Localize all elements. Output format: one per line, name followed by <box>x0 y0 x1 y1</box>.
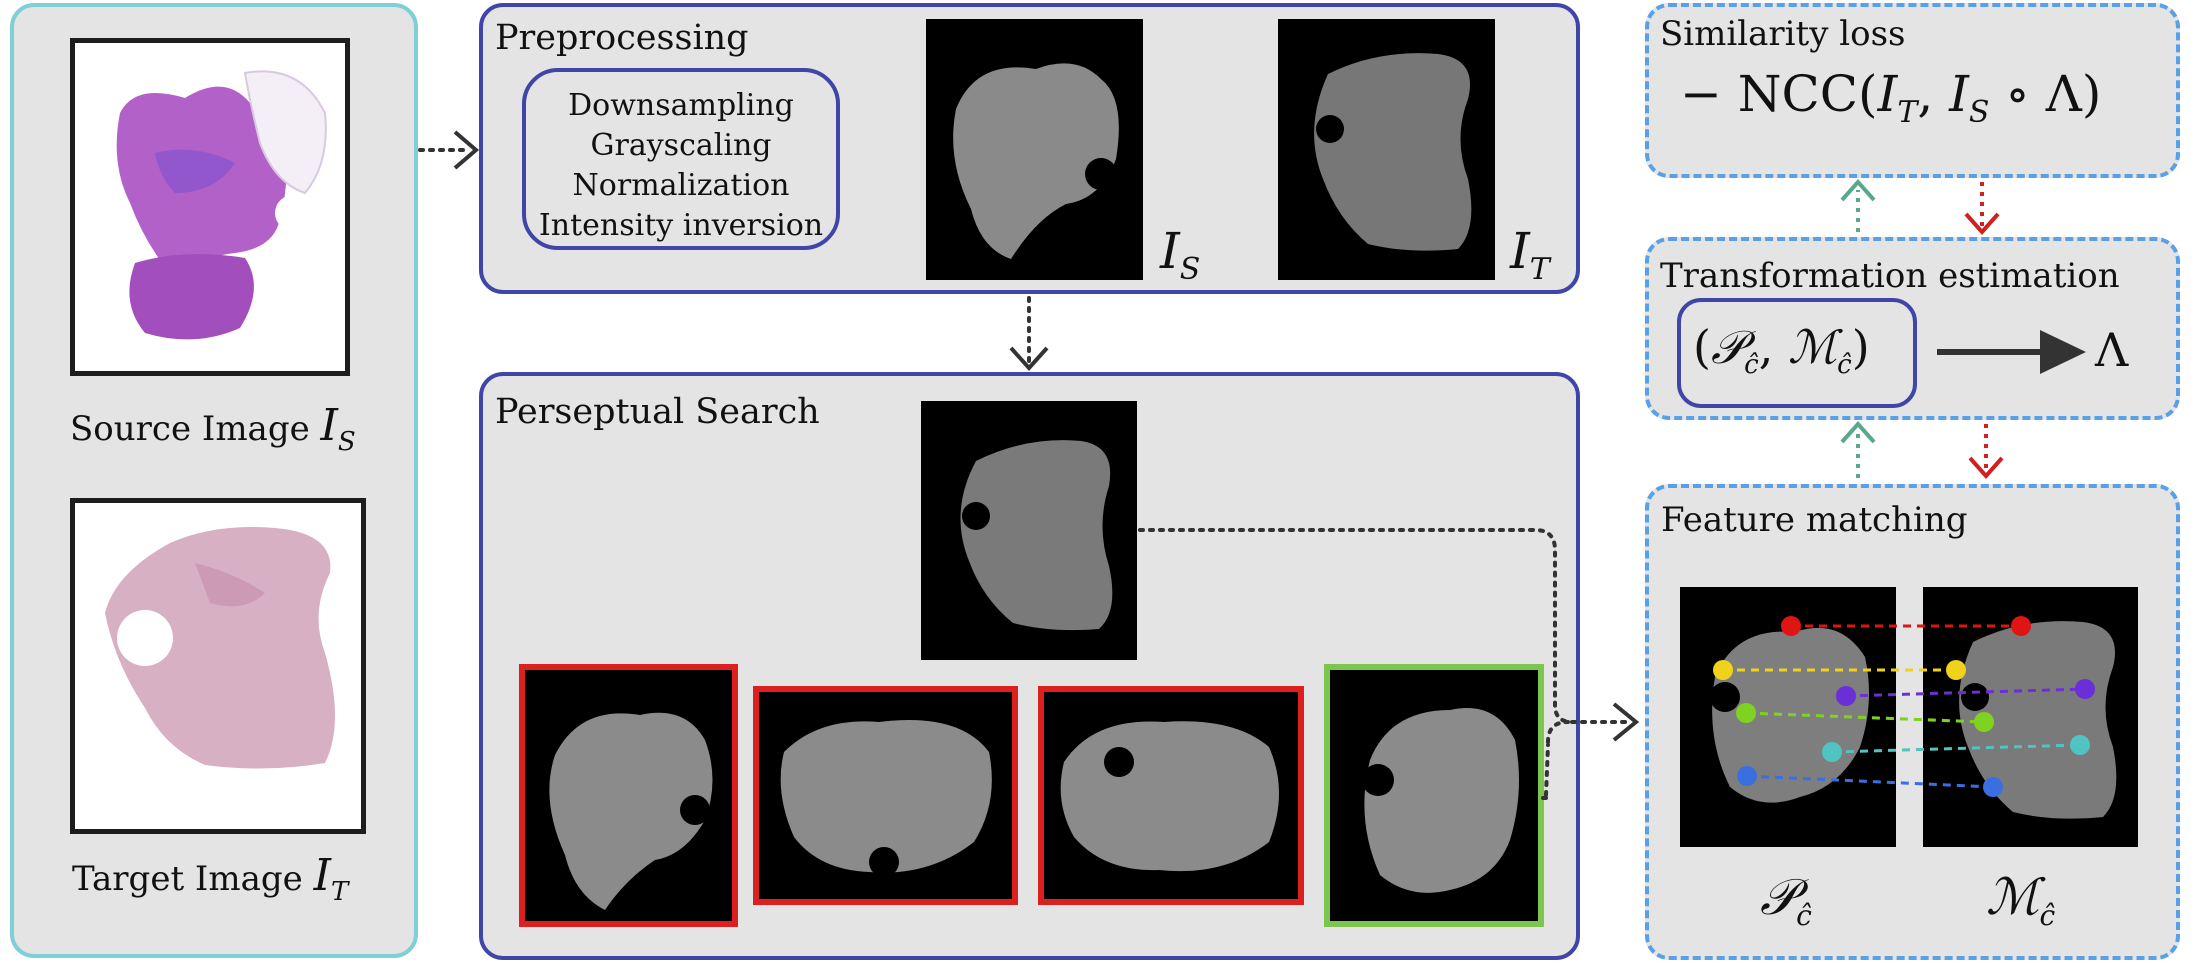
feature-matching-title: Feature matching <box>1661 500 1968 540</box>
keypoint-right-cyan <box>2070 735 2090 755</box>
source-symbol: IS <box>320 400 356 457</box>
keypoint-left-red <box>1781 616 1801 636</box>
step-intensity-inversion: Intensity inversion <box>538 208 824 243</box>
source-image-caption: Source Image IS <box>70 400 356 457</box>
keypoint-left-yellow <box>1713 660 1733 680</box>
transformation-estimation-title: Transformation estimation <box>1660 256 2120 296</box>
candidate-rotation-3 <box>1038 686 1304 905</box>
similarity-loss-panel <box>1645 3 2180 178</box>
arrow-pair-to-lambda <box>1937 330 2086 374</box>
search-target-image <box>921 401 1137 660</box>
keypoint-right-blue <box>1983 777 2003 797</box>
arrow-down-similarity-to-transform <box>1964 182 2000 236</box>
candidate-1-tissue <box>549 712 713 910</box>
gray-tissue-target-search <box>960 440 1113 631</box>
matched-pair-formula: (𝒫ĉ, ℳĉ) <box>1693 320 1870 381</box>
arrow-preprocessing-to-search <box>1009 296 1049 371</box>
label-p-hat-c: 𝒫ĉ <box>1760 868 1812 932</box>
connector-target-to-matching <box>1138 528 1640 797</box>
arrow-input-to-preprocessing <box>418 130 480 170</box>
candidate-2-tissue <box>780 720 992 877</box>
keypoint-right-red <box>2011 616 2031 636</box>
step-downsampling: Downsampling <box>568 88 794 123</box>
source-image-thumbnail <box>70 38 350 376</box>
gray-tissue-source <box>953 63 1119 259</box>
connector-best-candidate-to-matching <box>1538 796 1548 800</box>
similarity-loss-formula: − NCC(IT, IS ∘ Λ) <box>1680 65 2102 130</box>
keypoint-matches <box>1713 616 2095 797</box>
step-normalization: Normalization <box>572 168 790 203</box>
target-image-thumbnail <box>70 498 366 834</box>
keypoint-left-purple <box>1836 686 1856 706</box>
transform-output-lambda: Λ <box>2095 323 2129 377</box>
keypoint-left-blue <box>1737 766 1757 786</box>
preprocessing-title: Preprocessing <box>495 18 749 58</box>
label-it: IT <box>1510 222 1550 287</box>
keypoint-right-green <box>1974 712 1994 732</box>
preprocessed-source-image <box>926 19 1143 280</box>
perceptual-search-title: Perseptual Search <box>495 392 820 432</box>
target-image-caption: Target Image IT <box>72 850 349 907</box>
arrow-up-matching-to-transform <box>1840 420 1876 478</box>
matching-image-right <box>1923 587 2138 847</box>
label-is: IS <box>1160 222 1201 287</box>
keypoint-right-yellow <box>1946 660 1966 680</box>
keypoint-left-cyan <box>1822 742 1842 762</box>
best-match-candidate <box>1324 664 1544 927</box>
candidate-rotation-1 <box>519 664 738 927</box>
matched-pair-box: (𝒫ĉ, ℳĉ) <box>1677 298 1917 408</box>
keypoint-left-green <box>1736 703 1756 723</box>
matching-right-tissue <box>1959 621 2117 819</box>
best-candidate-tissue <box>1362 708 1519 893</box>
similarity-loss-title: Similarity loss <box>1660 14 1906 54</box>
step-grayscaling: Grayscaling <box>590 128 772 163</box>
candidate-rotation-2 <box>753 686 1018 905</box>
label-m-hat-c: ℳĉ <box>1986 868 2056 932</box>
keypoint-right-purple <box>2075 679 2095 699</box>
source-he-tissue <box>116 70 327 340</box>
preprocessed-target-image <box>1278 19 1495 280</box>
gray-tissue-target <box>1314 53 1472 251</box>
target-symbol: IT <box>313 850 349 907</box>
preprocessing-steps-box: Downsampling Grayscaling Normalization I… <box>522 68 840 250</box>
arrow-up-transform-to-similarity <box>1840 178 1876 232</box>
target-he-tissue <box>105 527 335 769</box>
candidate-3-tissue <box>1060 721 1279 872</box>
arrow-down-transform-to-matching <box>1968 424 2004 480</box>
